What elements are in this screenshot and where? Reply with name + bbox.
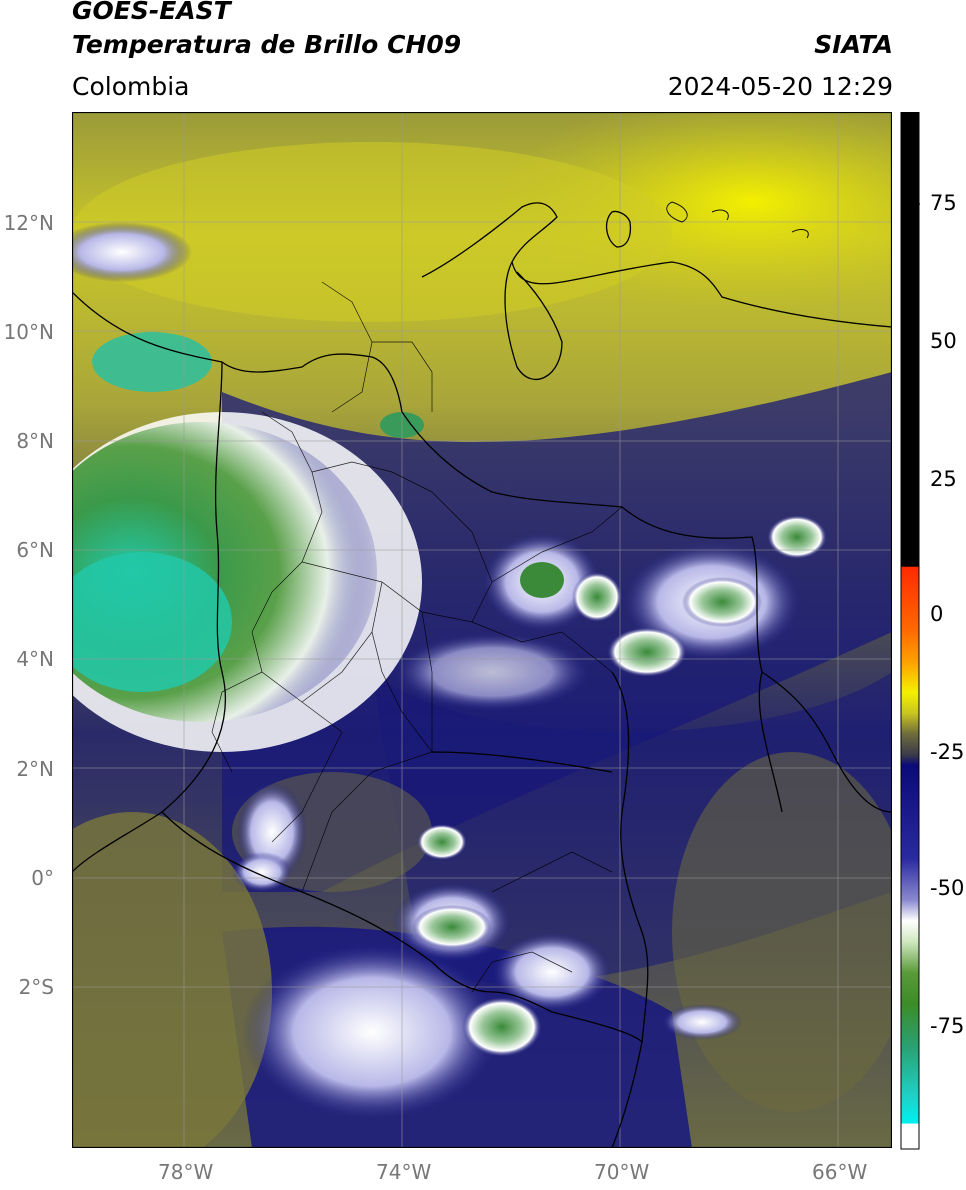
lat-label-2n: 2°N — [16, 757, 54, 781]
lon-label-66w: 66°W — [812, 1160, 868, 1184]
lat-label-4n: 4°N — [16, 647, 54, 671]
colorbar-tick-0: 0 — [930, 602, 944, 626]
datetime-label: 2024-05-20 12:29 — [667, 72, 893, 101]
colorbar-tick-25: 25 — [930, 467, 957, 491]
lat-label-10n: 10°N — [3, 320, 54, 344]
lat-label-0: 0° — [31, 866, 54, 890]
colorbar-tick-minus75: -75 — [930, 1014, 965, 1038]
lat-label-2s: 2°S — [18, 975, 54, 999]
lat-label-8n: 8°N — [16, 429, 54, 453]
lat-label-6n: 6°N — [16, 538, 54, 562]
colorbar-tick-minus50: -50 — [930, 876, 965, 900]
lon-label-70w: 70°W — [594, 1160, 650, 1184]
lon-label-74w: 74°W — [376, 1160, 432, 1184]
lon-label-78w: 78°W — [158, 1160, 214, 1184]
colorbar — [900, 112, 920, 1150]
brightness-temperature-map — [72, 112, 892, 1148]
region-label: Colombia — [72, 72, 190, 101]
source-label: SIATA — [814, 30, 893, 59]
colorbar-tick-50: 50 — [930, 329, 957, 353]
product-title: Temperatura de Brillo CH09 — [72, 30, 462, 59]
colorbar-tick-minus25: -25 — [930, 740, 965, 764]
lat-label-12n: 12°N — [3, 211, 54, 235]
satellite-title: GOES-EAST — [72, 0, 231, 25]
colorbar-tick-75: 75 — [930, 191, 957, 215]
